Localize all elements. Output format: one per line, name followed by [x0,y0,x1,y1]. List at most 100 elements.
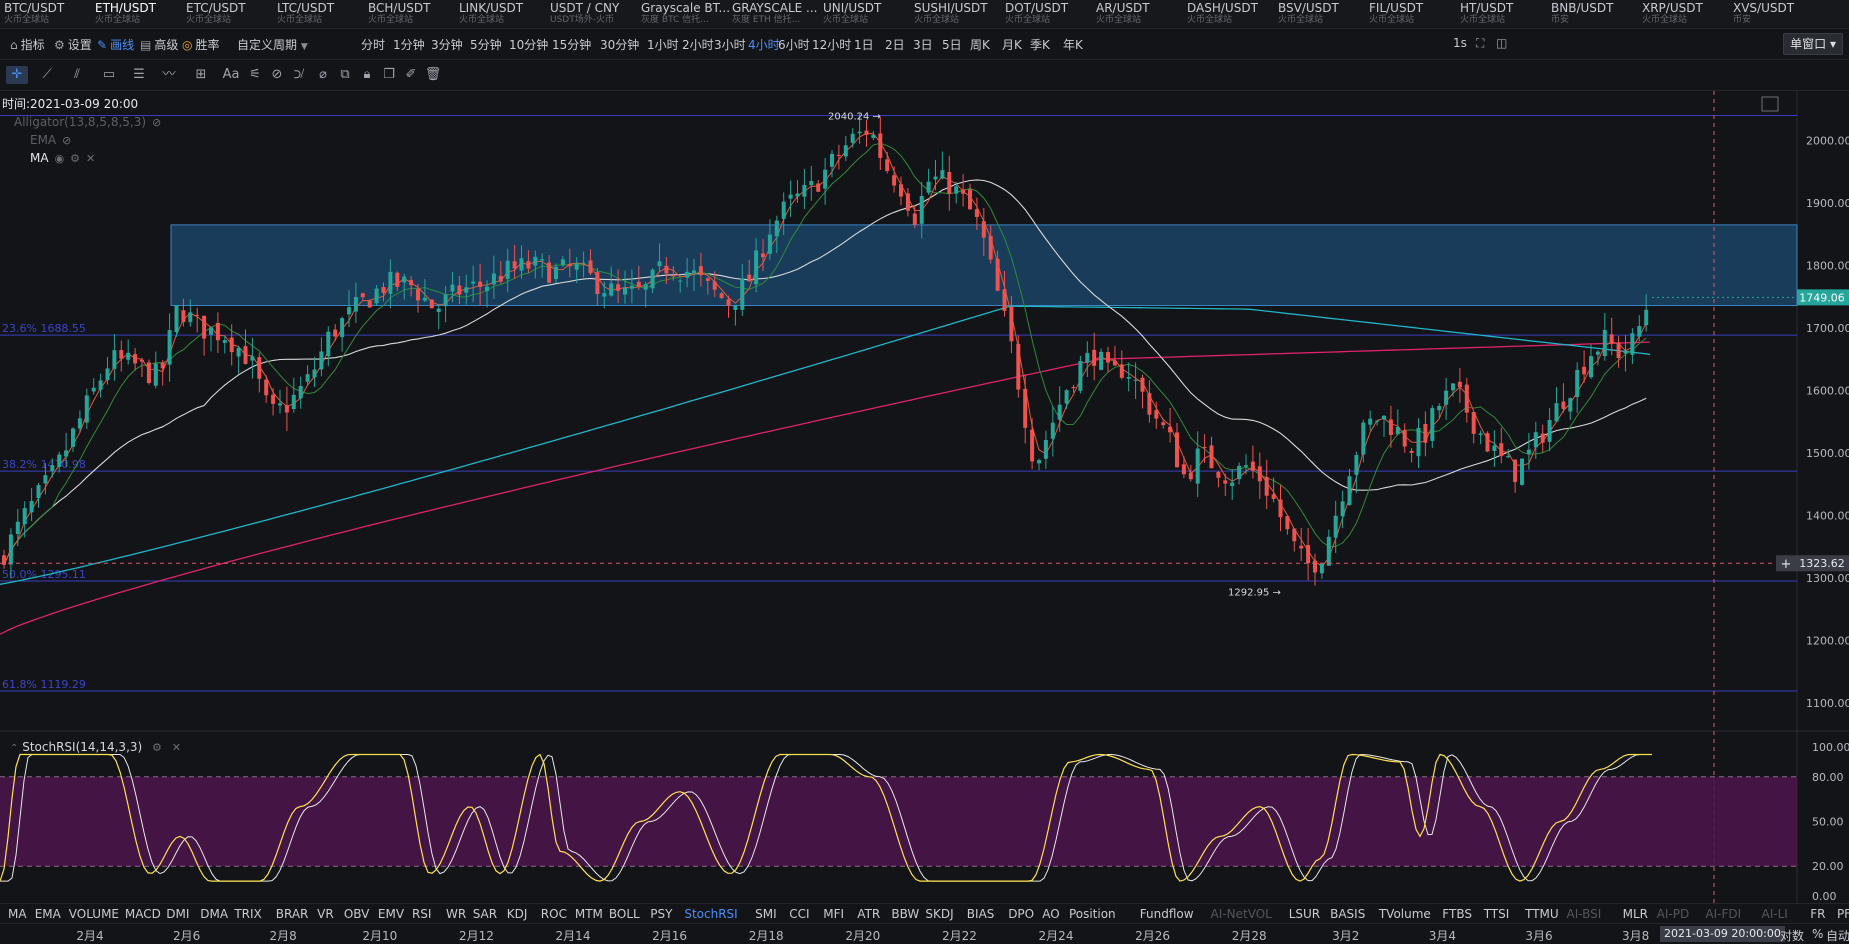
candle-body[interactable] [64,450,69,457]
indicator-tab-psy[interactable]: PSY [650,907,673,921]
candle-body[interactable] [740,278,745,310]
price-chart[interactable]: 23.6% 1688.55 38.2% 1470.98 50.0% 1295.11 6… [0,91,1849,903]
candle-body[interactable] [678,280,683,282]
candle-body[interactable] [802,184,807,197]
copy-icon[interactable]: ❐ [383,67,395,82]
candle-body[interactable] [1126,376,1131,379]
candle-body[interactable] [1223,480,1228,484]
candle-body[interactable] [1306,545,1311,564]
candle-body[interactable] [319,351,324,370]
indicator-tab-ttsi[interactable]: TTSI [1483,907,1510,921]
candle-body[interactable] [795,193,800,197]
candle-body[interactable] [698,266,703,276]
wave-icon[interactable]: 〰 [162,67,176,82]
candle-body[interactable] [291,394,296,409]
pattern-icon[interactable]: ⊞ [195,67,207,82]
advanced-button[interactable]: ▤ 高级 [140,38,179,52]
candle-body[interactable] [961,189,966,194]
candle-body[interactable] [1285,516,1290,530]
candle-body[interactable] [1520,458,1524,485]
candle-body[interactable] [50,465,55,472]
candle-body[interactable] [429,299,434,309]
indicator-tab-ai-li[interactable]: AI-LI [1761,907,1788,921]
candle-body[interactable] [409,280,414,286]
candle-body[interactable] [1181,464,1186,475]
candle-body[interactable] [981,221,986,238]
candle-body[interactable] [1271,494,1276,499]
candle-body[interactable] [485,286,489,291]
candle-body[interactable] [250,356,255,361]
candle-body[interactable] [1644,309,1649,326]
candle-body[interactable] [1161,422,1166,426]
candle-body[interactable] [574,263,579,270]
interval-7[interactable]: 1小时 [647,38,679,52]
trendline-icon[interactable]: ⟋ [42,67,52,82]
candle-body[interactable] [830,153,834,167]
candle-body[interactable] [1202,446,1207,448]
candle-body[interactable] [1154,410,1159,419]
interval-11[interactable]: 6小时 [778,38,810,52]
candle-body[interactable] [1085,352,1090,363]
candle-body[interactable] [119,350,124,359]
indicator-tab-cci[interactable]: CCI [789,907,810,921]
indicator-tab-skdj[interactable]: SKDJ [925,907,954,921]
indicator-tab-trix[interactable]: TRIX [234,907,262,921]
eye-icon[interactable]: ◉ [54,152,65,165]
candle-body[interactable] [257,357,262,379]
candle-body[interactable] [836,154,841,156]
candle-body[interactable] [726,299,731,306]
candle-body[interactable] [754,250,759,285]
candle-body[interactable] [519,258,524,271]
legend-alligator[interactable]: Alligator(13,8,5,8,5,3) ⊘ [14,115,162,129]
candle-body[interactable] [823,169,828,189]
candle-body[interactable] [1485,433,1490,452]
candle-body[interactable] [1140,377,1145,392]
candle-body[interactable] [1133,379,1138,381]
candle-body[interactable] [388,271,393,294]
interval-15[interactable]: 3日 [913,38,933,52]
candle-body[interactable] [112,350,117,369]
candle-body[interactable] [77,418,82,429]
settings-button[interactable]: ⚙ 设置 [54,38,92,52]
draw-button[interactable]: ✎ 画线 [97,38,135,52]
candle-body[interactable] [381,286,386,293]
ticker-ltc-usdt[interactable]: LTC/USDT 火币全球站 [277,2,367,28]
candle-body[interactable] [1423,423,1428,443]
candle-body[interactable] [422,297,427,301]
measure-icon[interactable]: ⧉ [340,67,350,82]
indicator-tab-pfr[interactable]: PFR [1836,907,1849,921]
close-icon[interactable]: ✕ [86,152,96,165]
indicator-tab-smi[interactable]: SMI [755,907,777,921]
candle-body[interactable] [767,234,772,254]
candle-body[interactable] [567,263,572,267]
candle-body[interactable] [1526,449,1531,455]
candle-body[interactable] [236,347,241,357]
candle-body[interactable] [1168,426,1173,433]
ticker-etc-usdt[interactable]: ETC/USDT 火币全球站 [186,2,276,28]
auto-scale-toggle[interactable]: 自动 [1826,929,1849,943]
gear-icon[interactable]: ⚙ [70,152,81,165]
candle-body[interactable] [340,318,345,338]
candle-body[interactable] [781,201,786,219]
candle-body[interactable] [864,130,869,135]
candle-body[interactable] [747,274,752,282]
interval-20[interactable]: 年K [1063,38,1083,52]
candle-body[interactable] [505,260,510,279]
indicator-tab-mfi[interactable]: MFI [823,907,845,921]
candle-body[interactable] [395,272,400,287]
ticker-fil-usdt[interactable]: FIL/USDT 火币全球站 [1369,2,1459,28]
candle-body[interactable] [167,330,172,365]
candle-body[interactable] [857,131,862,134]
indicator-tab-ao[interactable]: AO [1042,907,1060,921]
candle-body[interactable] [1092,349,1097,366]
candle-body[interactable] [712,281,717,290]
candle-body[interactable] [1382,415,1386,420]
candle-body[interactable] [974,209,979,217]
candle-body[interactable] [940,170,945,179]
candle-body[interactable] [947,171,952,194]
lock-icon[interactable]: 🔒︎ [363,67,371,82]
camera-icon[interactable]: ◫ [1496,36,1508,50]
candle-body[interactable] [692,270,696,273]
ticker-grayscale-[interactable]: GRAYSCALE ... 灰度 ETH 信托... [732,2,822,28]
candle-body[interactable] [1471,412,1476,434]
